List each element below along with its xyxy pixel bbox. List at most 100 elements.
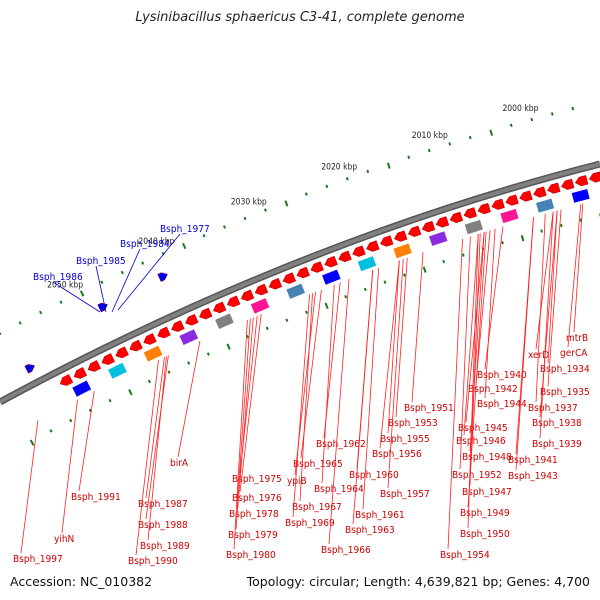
scale-tick [263, 208, 267, 212]
cds-arrow [129, 339, 143, 352]
scale-tick [344, 295, 348, 299]
reverse-gene-label: Bsph_1976 [232, 493, 282, 504]
scale-tick [304, 192, 308, 196]
cds-arrow [491, 198, 505, 210]
cds-arrow [421, 220, 436, 233]
feature-block [322, 269, 341, 285]
feature-block [215, 313, 234, 329]
reverse-gene-label: Bsph_1952 [452, 470, 502, 481]
scale-tick [108, 398, 112, 403]
reverse-gene-label: Bsph_1943 [508, 471, 558, 482]
scale-tick [501, 240, 504, 245]
reverse-gene-label: Bsph_1997 [13, 554, 63, 565]
cds-arrow [282, 272, 297, 284]
forward-gene-label: Bsph_1977 [160, 224, 210, 235]
forward-leader-line [117, 233, 181, 311]
scale-label: 2040 kbp [138, 237, 174, 247]
scale-tick [246, 334, 250, 339]
cds-arrow [519, 190, 533, 202]
scale-tick [128, 389, 133, 396]
cds-arrow [324, 255, 338, 268]
cds-arrow [352, 245, 366, 257]
scale-label: 2050 kbp [47, 280, 83, 290]
scale-tick [284, 200, 289, 207]
scale-tick [304, 310, 308, 314]
scale-tick [141, 261, 145, 265]
scale-tick [120, 270, 124, 275]
scale-tick [448, 142, 452, 146]
scale-tick [550, 112, 554, 116]
scale-label: 2010 kbp [412, 131, 448, 141]
reverse-gene-label: Bsph_1964 [314, 484, 364, 495]
reverse-gene-label: Bsph_1937 [528, 403, 578, 414]
scale-label: 2030 kbp [231, 197, 267, 207]
scale-tick [366, 169, 370, 174]
scale-tick [383, 280, 387, 284]
scale-tick [559, 223, 563, 228]
scale-tick [489, 129, 494, 136]
scale-tick [100, 280, 104, 285]
feature-block [250, 298, 270, 314]
cds-arrow [574, 175, 589, 187]
reverse-gene-label: Bsph_1938 [532, 418, 582, 429]
reverse-gene-label: Bsph_1965 [293, 459, 343, 470]
reverse-gene-label: Bsph_1963 [345, 525, 395, 536]
reverse-leader-line [321, 284, 335, 484]
scale-tick [202, 233, 206, 238]
cds-arrow [310, 261, 324, 273]
feature-block [108, 362, 127, 379]
cds-arrow [226, 295, 241, 308]
reverse-gene-label: Bsph_1945 [458, 423, 508, 434]
forward-leader-line [111, 248, 141, 313]
reverse-gene-label: gerCA [560, 348, 588, 359]
reverse-gene-label: Bsph_1948 [462, 452, 512, 463]
scale-tick [530, 117, 534, 122]
feature-block [357, 256, 377, 272]
reverse-leader-line [535, 211, 554, 350]
scale-tick [345, 177, 349, 181]
reverse-gene-label: Bsph_1975 [232, 474, 282, 485]
forward-cds-arrow [24, 364, 35, 374]
reverse-leader-line [539, 211, 554, 439]
reverse-gene-label: Bsph_1987 [138, 499, 188, 510]
reverse-gene-label: Bsph_1966 [321, 545, 371, 556]
reverse-leader-line [469, 232, 485, 452]
reverse-gene-label: Bsph_1988 [138, 520, 188, 531]
scale-tick [243, 216, 247, 221]
reverse-leader-line [447, 239, 463, 550]
scale-tick [427, 148, 431, 153]
reverse-gene-label: Bsph_1944 [477, 399, 527, 410]
reverse-gene-label: Bsph_1951 [404, 403, 454, 414]
reverse-gene-label: Bsph_1961 [355, 510, 405, 521]
scale-tick [442, 259, 446, 264]
cds-arrow [533, 186, 547, 198]
reverse-gene-label: Bsph_1967 [292, 502, 342, 513]
reverse-gene-label: Bsph_1940 [477, 370, 527, 381]
cds-arrow [588, 171, 600, 183]
scale-tick [29, 439, 35, 446]
accession-text: Accession: NC_010382 [10, 574, 153, 589]
reverse-leader-line [463, 233, 479, 436]
cds-arrow [268, 277, 283, 290]
reverse-gene-label: ypiB [287, 476, 307, 487]
reverse-leader-line [515, 217, 534, 471]
reverse-leader-line [395, 257, 408, 418]
forward-leader-line [52, 281, 101, 313]
reverse-leader-line [145, 357, 165, 499]
reverse-leader-line [567, 204, 582, 348]
reverse-gene-label: Bsph_1942 [468, 384, 518, 395]
reverse-gene-label: Bsph_1957 [380, 489, 430, 500]
scale-tick [0, 331, 2, 336]
scale-tick [285, 318, 289, 322]
reverse-leader-line [20, 420, 39, 554]
cds-arrow [240, 289, 255, 302]
scale-tick [540, 229, 544, 233]
cds-arrow [338, 250, 352, 263]
feature-block [429, 231, 448, 246]
cds-arrow [59, 374, 74, 386]
reverse-gene-label: Bsph_1955 [380, 434, 430, 445]
reverse-leader-line [147, 356, 167, 541]
scale-tick [222, 225, 227, 229]
